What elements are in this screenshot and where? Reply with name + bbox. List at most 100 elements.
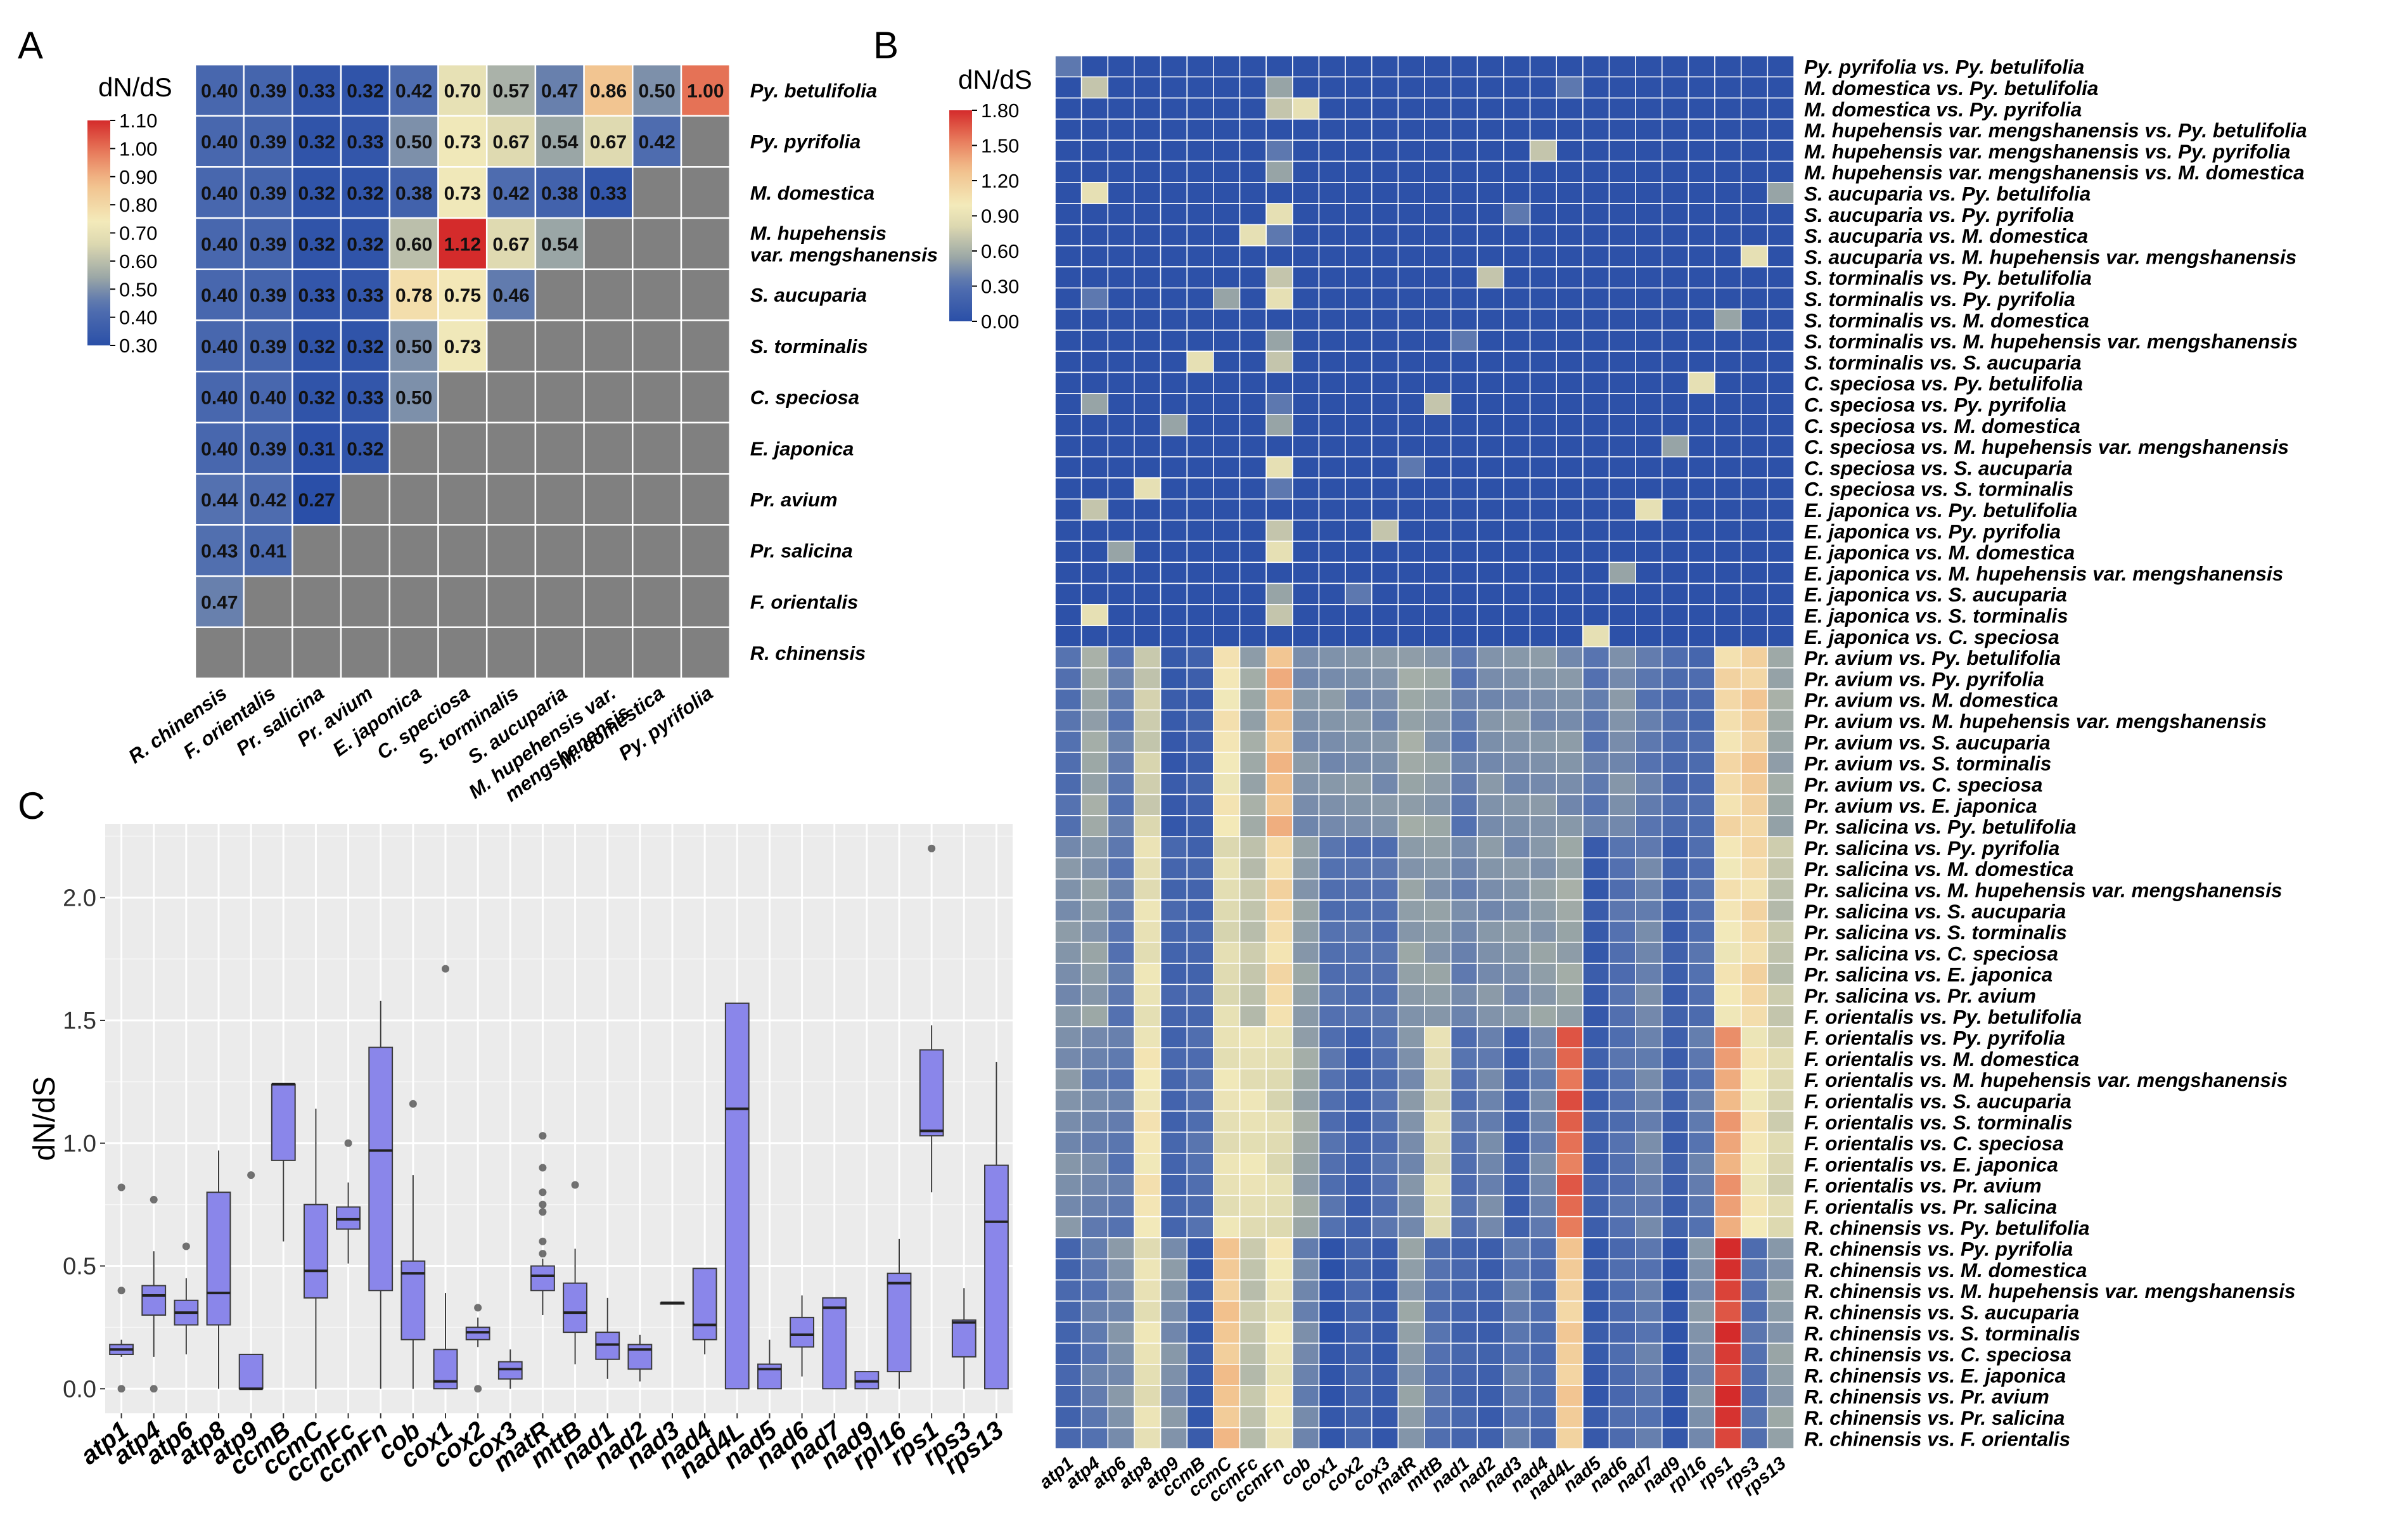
heatmap-cell [485, 626, 537, 679]
row-label: Pr. salicina [750, 540, 853, 562]
heatmap-b-cell [1635, 1258, 1663, 1281]
heatmap-cell [485, 268, 537, 321]
heatmap-b-cell [1661, 836, 1689, 859]
cell-value-label: 0.40 [250, 388, 286, 409]
heatmap-b-cell [1740, 1026, 1769, 1049]
heatmap-cell [680, 63, 731, 117]
heatmap-b-cell [1740, 1342, 1769, 1365]
heatmap-b-cell [1661, 1174, 1689, 1197]
heatmap-b-cell [1054, 1406, 1082, 1429]
heatmap-b-cell [1714, 1321, 1742, 1344]
heatmap-b-cell [1107, 55, 1135, 78]
heatmap-b-cell [1107, 1026, 1135, 1049]
row-label: M. hupehensis [750, 222, 887, 244]
heatmap-b-cell [1661, 1195, 1689, 1217]
heatmap-b-cell [1529, 1279, 1558, 1302]
heatmap-b-cell [1397, 646, 1425, 669]
heatmap-b-cell [1080, 119, 1109, 141]
heatmap-cell [632, 473, 682, 526]
heatmap-b-cell [1080, 582, 1109, 605]
heatmap-b-cell [1450, 393, 1478, 415]
heatmap-b-cell [1740, 1258, 1769, 1281]
heatmap-b-cell [1688, 1195, 1715, 1217]
heatmap-b-cell [1186, 1005, 1214, 1027]
heatmap-b-cell [1582, 139, 1610, 162]
heatmap-b-cell [1239, 878, 1267, 901]
heatmap-b-cell [1265, 477, 1293, 500]
heatmap-b-cell [1397, 1301, 1425, 1323]
heatmap-b-cell [1107, 203, 1135, 226]
heatmap-b-cell [1476, 1216, 1504, 1238]
heatmap-b-cell [1688, 688, 1715, 711]
heatmap-b-cell [1239, 76, 1267, 99]
heatmap-b-cell [1371, 625, 1399, 648]
heatmap-b-cell [1424, 1047, 1452, 1070]
box-outlier [539, 1132, 547, 1140]
heatmap-b-cell [1186, 371, 1214, 394]
heatmap-b-cell [1265, 456, 1293, 478]
heatmap-cell [632, 217, 682, 271]
heatmap-b-cell [1608, 730, 1636, 753]
heatmap-b-cell [1186, 1363, 1214, 1386]
row-label: var. mengshanensis [750, 243, 938, 266]
heatmap-b-cell [1688, 709, 1715, 732]
heatmap-b-cell [1239, 1131, 1267, 1154]
heatmap-b-cell [1424, 1089, 1452, 1112]
heatmap-b-cell [1556, 1406, 1584, 1429]
heatmap-b-cell [1134, 667, 1162, 690]
heatmap-b-cell [1345, 1195, 1373, 1217]
heatmap-b-cell [1291, 139, 1320, 162]
heatmap-b-cell [1424, 1237, 1452, 1260]
pair-label: R. chinensis vs. S. torminalis [1804, 1322, 2080, 1345]
heatmap-b-cell [1134, 308, 1162, 331]
heatmap-b-cell [1186, 498, 1214, 521]
heatmap-cell [194, 626, 245, 679]
heatmap-b-cell [1397, 308, 1425, 331]
heatmap-b-cell [1556, 1068, 1584, 1091]
heatmap-b-cell [1424, 541, 1452, 563]
cell-value-label: 0.67 [492, 234, 529, 255]
heatmap-b-cell [1160, 1342, 1188, 1365]
heatmap-b-cell [1107, 984, 1135, 1006]
heatmap-b-cell [1424, 76, 1452, 99]
heatmap-b-cell [1318, 1089, 1346, 1112]
heatmap-b-cell [1265, 836, 1293, 859]
heatmap-b-cell [1054, 1152, 1082, 1175]
heatmap-b-cell [1107, 456, 1135, 478]
box-outlier [928, 844, 936, 852]
heatmap-b-cell [1397, 941, 1425, 964]
heatmap-b-cell [1265, 1406, 1293, 1429]
heatmap-b-cell [1688, 1406, 1715, 1429]
heatmap-b-cell [1291, 519, 1320, 542]
heatmap-b-cell [1134, 984, 1162, 1006]
heatmap-b-cell [1450, 562, 1478, 584]
heatmap-b-cell [1529, 667, 1558, 690]
heatmap-b-cell [1608, 1152, 1636, 1175]
legend-a-tick-label: 0.80 [119, 194, 157, 216]
heatmap-b-cell [1450, 1301, 1478, 1323]
heatmap-cell [583, 268, 634, 321]
heatmap-b-cell [1740, 1047, 1769, 1070]
heatmap-cell [437, 217, 488, 271]
heatmap-b-cell [1054, 1385, 1082, 1408]
heatmap-b-cell [1740, 963, 1769, 986]
heatmap-b-cell [1767, 245, 1795, 267]
heatmap-b-cell [1476, 435, 1504, 458]
heatmap-b-cell [1107, 1321, 1135, 1344]
cell-value-label: 0.86 [590, 80, 627, 101]
heatmap-b-cell [1291, 1427, 1320, 1449]
heatmap-b-cell [1608, 1068, 1636, 1091]
heatmap-b-cell [1476, 477, 1504, 500]
heatmap-b-cell [1582, 76, 1610, 99]
heatmap-b-cell [1608, 414, 1636, 437]
heatmap-b-cell [1186, 1237, 1214, 1260]
heatmap-b-cell [1080, 1301, 1109, 1323]
heatmap-b-cell [1582, 625, 1610, 648]
heatmap-b-cell [1635, 203, 1663, 226]
heatmap-b-cell [1397, 203, 1425, 226]
heatmap-b-cell [1661, 1363, 1689, 1386]
heatmap-b-cell [1740, 625, 1769, 648]
heatmap-b-cell [1635, 984, 1663, 1006]
heatmap-b-cell [1503, 1047, 1531, 1070]
heatmap-b-cell [1107, 752, 1135, 774]
